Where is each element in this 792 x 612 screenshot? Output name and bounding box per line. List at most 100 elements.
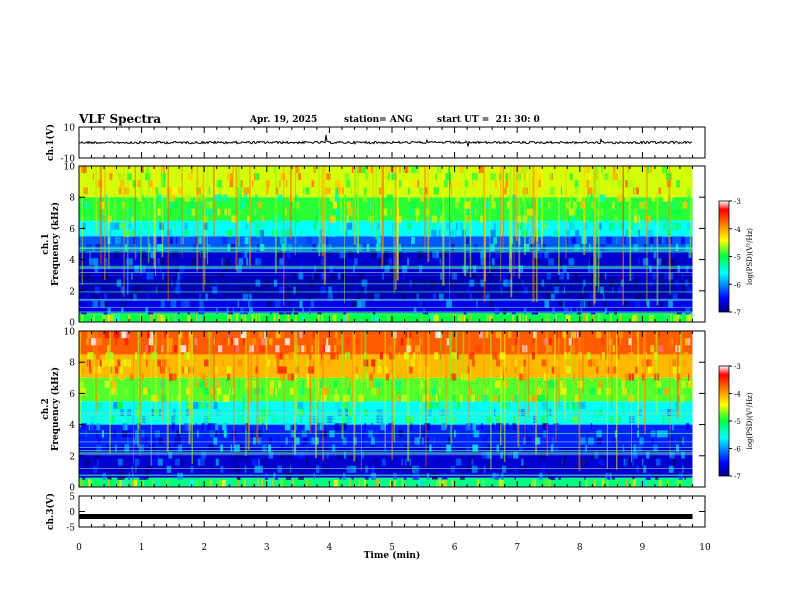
- low-frequency-speckle: [209, 479, 212, 487]
- y-axis-label: ch.3(V): [45, 493, 56, 530]
- spectrogram-texture: [262, 444, 267, 452]
- sferic-streak: [250, 331, 253, 404]
- spectrogram-texture: [660, 458, 663, 466]
- spectrogram-texture: [265, 180, 270, 188]
- low-frequency-speckle: [273, 314, 276, 322]
- spectrogram-texture: [464, 236, 470, 244]
- low-frequency-speckle: [485, 314, 488, 322]
- spectrogram-texture: [346, 215, 349, 223]
- spectrogram-texture: [236, 265, 242, 273]
- spectrogram-texture: [682, 272, 684, 280]
- spectrogram-texture: [314, 215, 318, 223]
- y-tick-label: 6: [69, 225, 75, 235]
- spectrogram-texture: [89, 366, 92, 374]
- spectrogram-texture: [161, 394, 167, 402]
- spectrogram-texture: [123, 387, 128, 395]
- spectrogram-texture: [258, 201, 263, 209]
- x-tick-label: 8: [577, 543, 583, 553]
- low-frequency-speckle: [445, 479, 447, 487]
- sferic-streak: [449, 166, 450, 305]
- narrowband-line: [79, 453, 693, 454]
- spectrogram-texture: [253, 437, 258, 445]
- spectrogram-texture: [121, 307, 124, 315]
- spectrogram-texture: [279, 180, 281, 188]
- spectrogram-texture: [682, 201, 688, 209]
- spectrogram-texture: [137, 465, 140, 473]
- sferic-streak: [167, 166, 170, 302]
- sferic-streak: [570, 331, 573, 412]
- low-frequency-speckle: [630, 479, 633, 487]
- spectrogram-texture: [408, 416, 413, 424]
- spectrogram-texture: [407, 187, 410, 195]
- spectrogram-texture: [100, 201, 105, 209]
- spectrogram-texture: [238, 258, 244, 266]
- spectrogram-texture: [623, 300, 629, 308]
- spectrogram-texture: [575, 293, 577, 301]
- spectrogram-texture: [134, 286, 140, 294]
- spectrogram-texture: [378, 359, 381, 367]
- spectrogram-texture: [495, 180, 497, 188]
- spectrogram-texture: [496, 444, 500, 452]
- spectrogram-texture: [176, 279, 180, 287]
- spectrogram-texture: [365, 465, 370, 473]
- spectrogram-texture: [134, 265, 140, 273]
- spectrogram-texture: [268, 444, 271, 452]
- spectrogram-ch2: [79, 331, 694, 487]
- spectrogram-texture: [310, 300, 315, 308]
- spectrogram-texture: [245, 222, 248, 230]
- spectrogram-texture: [500, 352, 506, 360]
- spectrogram-texture: [218, 194, 222, 202]
- spectrogram-texture: [636, 444, 643, 452]
- spectrogram-texture: [469, 279, 473, 287]
- spectrogram-texture: [633, 173, 635, 181]
- spectrogram-texture: [294, 215, 301, 223]
- spectrogram-texture: [371, 472, 376, 480]
- spectrogram-texture: [276, 229, 279, 237]
- spectrogram-texture: [472, 444, 479, 452]
- spectrogram-texture: [98, 366, 102, 374]
- spectrogram-texture: [131, 229, 135, 237]
- spectrogram-texture: [388, 258, 392, 266]
- spectrogram-texture: [526, 180, 529, 188]
- sferic-streak: [656, 166, 659, 306]
- spectrogram-texture: [114, 314, 120, 322]
- spectrogram-texture: [451, 465, 456, 473]
- spectrogram-texture: [107, 215, 112, 223]
- spectrogram-texture: [598, 314, 602, 322]
- spectrogram-texture: [539, 472, 543, 480]
- spectrogram-texture: [332, 286, 338, 294]
- spectrogram-texture: [279, 229, 281, 237]
- spectrogram-texture: [144, 222, 148, 230]
- spectrogram-texture: [109, 373, 113, 381]
- sferic-streak: [557, 331, 560, 407]
- spectrogram-texture: [430, 293, 434, 301]
- spectrogram-texture: [229, 279, 231, 287]
- spectrogram-texture: [237, 300, 240, 308]
- spectrogram-texture: [598, 222, 602, 230]
- spectrogram-texture: [433, 401, 440, 409]
- sferic-streak: [360, 331, 362, 471]
- spectrogram-texture: [649, 236, 654, 244]
- spectrogram-texture: [242, 286, 249, 294]
- spectrogram-texture: [318, 359, 322, 367]
- spectrogram-texture: [239, 201, 242, 209]
- spectrogram-texture: [497, 208, 503, 216]
- spectrogram-texture: [242, 293, 249, 301]
- spectrogram-texture: [645, 215, 651, 223]
- spectrogram-texture: [612, 201, 615, 209]
- spectrogram-texture: [332, 229, 336, 237]
- spectrogram-texture: [332, 201, 338, 209]
- spectrogram-texture: [80, 166, 87, 174]
- spectrogram-texture: [677, 479, 683, 487]
- spectrogram-texture: [664, 458, 668, 466]
- spectrogram-texture: [571, 416, 578, 424]
- spectrogram-texture: [577, 307, 581, 315]
- spectrogram-texture: [571, 222, 574, 230]
- spectrogram-texture: [124, 444, 130, 452]
- low-frequency-speckle: [139, 314, 142, 322]
- spectrogram-texture: [238, 444, 244, 452]
- spectrogram-texture: [150, 272, 154, 280]
- spectrogram-texture: [156, 338, 158, 346]
- spectrogram-texture: [456, 401, 460, 409]
- spectrogram-texture: [659, 187, 662, 195]
